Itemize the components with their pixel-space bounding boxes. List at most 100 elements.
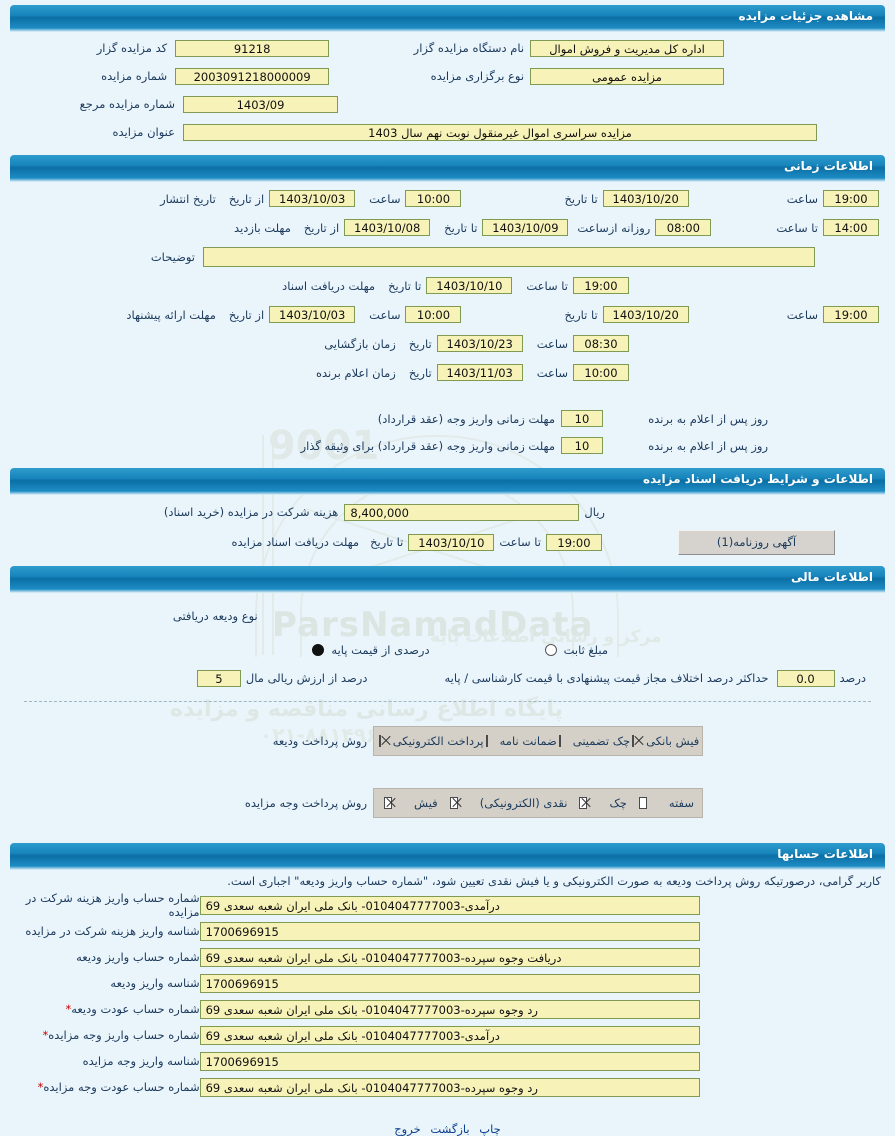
row-docs-receipt-deadline: آگهی روزنامه(1) 19:00 تا ساعت 1403/10/10…	[12, 527, 883, 557]
ref-number-value[interactable]: 1403/09	[183, 95, 338, 113]
details-rows: اداره کل مدیریت و فروش اموال نام دستگاه …	[0, 28, 895, 150]
offer-to-date-value[interactable]: 1403/10/20	[602, 306, 689, 323]
account-value-4[interactable]: رد وجوه سپرده-0104047777003- بانک ملی ای…	[199, 999, 701, 1019]
auction-option-2-checkbox[interactable]	[449, 797, 458, 809]
accounts-notice: کاربر گرامی، درصورتیکه روش پرداخت ودیعه …	[227, 874, 881, 888]
radio-fixed-amount[interactable]	[544, 644, 557, 656]
auction-title-value[interactable]: مزایده سراسری اموال غیرمنقول نوبت نهم سا…	[183, 123, 817, 141]
account-label-3: شناسه واریز ودیعه	[110, 976, 200, 990]
auction-number-value[interactable]: 2003091218000009	[175, 67, 330, 85]
radio-percent-of-base-label: درصدی از قیمت پایه	[331, 643, 430, 657]
auction-option-2-label: نقدی (الکترونیکی)	[479, 796, 568, 810]
section-header-details: مشاهده جزئیات مزایده	[10, 5, 885, 32]
auction-option-1-checkbox[interactable]	[384, 797, 393, 809]
account-value-2[interactable]: دریافت وجوه سپرده-0104047777003- بانک مل…	[199, 947, 701, 967]
account-value-0[interactable]: درآمدی-0104047777003- بانک ملی ایران شعب…	[199, 895, 701, 915]
docs-receipt-time-label: تا ساعت	[499, 535, 541, 549]
exit-link[interactable]: خروج	[394, 1122, 421, 1136]
offer-from-date-value[interactable]: 1403/10/03	[269, 306, 356, 323]
publish-to-time-value[interactable]: 19:00	[823, 190, 879, 207]
publish-from-time-value[interactable]: 10:00	[405, 190, 462, 207]
docs-deadline-date-value[interactable]: 1403/10/10	[426, 277, 513, 294]
radio-percent-of-base[interactable]	[312, 644, 325, 656]
required-star-icon: *	[37, 1080, 44, 1094]
deposit-option-2-label: ضمانت نامه	[499, 734, 557, 748]
holding-type-label: نوع برگزاری مزایده	[430, 69, 525, 83]
auction-option-4-label: سفته	[668, 796, 694, 810]
offer-from-time-value[interactable]: 10:00	[405, 306, 462, 323]
section-header-timing: اطلاعات زمانی	[10, 155, 885, 182]
deposit-payment-options-box: فیش بانکی چک تضمینی ضمانت نامه پرداخت ال…	[373, 726, 703, 756]
publish-to-date-value[interactable]: 1403/10/20	[602, 190, 689, 207]
account-value-7[interactable]: رد وجوه سپرده-0104047777003- بانک ملی ای…	[199, 1077, 701, 1097]
publish-from-date-label: از تاریخ	[228, 191, 265, 206]
auction-option-3-checkbox[interactable]	[579, 797, 588, 809]
docs-deadline-time-value[interactable]: 19:00	[573, 277, 629, 294]
account-value-5[interactable]: درآمدی-0104047777003- بانک ملی ایران شعب…	[199, 1025, 701, 1045]
visit-daily-from-value[interactable]: 08:00	[655, 219, 712, 236]
deposit-percent-value[interactable]: 5	[196, 669, 241, 687]
deposit-option-4-checkbox[interactable]	[632, 735, 635, 747]
row-number-holding: مزایده عمومی نوع برگزاری مزایده 20030912…	[12, 62, 883, 90]
deposit-option-1-checkbox[interactable]	[378, 735, 381, 747]
holding-type-value[interactable]: مزایده عمومی	[530, 67, 724, 85]
row-offer-deadline: 19:00 ساعت 1403/10/20 تا تاریخ 10:00 ساع…	[12, 300, 883, 329]
row-auction-payment-method: سفته چک نقدی (الکترونیکی) فیش روش پرداخت…	[12, 772, 883, 834]
ref-number-label: شماره مزایده مرجع	[79, 97, 175, 111]
percent-suffix-label: درصد از ارزش ریالی مال	[245, 671, 368, 685]
winner-announce-label: زمان اعلام برنده	[315, 365, 396, 380]
docs-receipt-date-label: تا تاریخ	[370, 535, 404, 549]
account-label-0: شماره حساب واریز هزینه شرکت در مزایده	[25, 891, 200, 919]
payment-days-value[interactable]: 10	[561, 410, 603, 427]
account-label-7-text: شماره حساب عودت وجه مزایده	[43, 1080, 200, 1094]
section-header-docs: اطلاعات و شرایط دریافت اسناد مزایده	[10, 468, 885, 495]
visit-daily-to-label: تا ساعت	[776, 220, 818, 235]
participation-fee-value[interactable]: 8,400,000	[344, 503, 580, 521]
offer-to-date-label: تا تاریخ	[564, 307, 598, 322]
description-value[interactable]	[203, 246, 815, 267]
account-value-6[interactable]: 1700696915	[199, 1051, 701, 1071]
auction-details-page: مشاهده جزئیات مزایده اداره کل مدیریت و ف…	[0, 5, 895, 1136]
opening-date-value[interactable]: 1403/10/23	[436, 335, 523, 352]
back-link[interactable]: بازگشت	[430, 1122, 470, 1136]
account-label-2: شماره حساب واریز ودیعه	[76, 950, 200, 964]
docs-deadline-label: مهلت دریافت اسناد	[282, 278, 376, 293]
opening-time-label: ساعت	[536, 336, 568, 351]
docs-receipt-time-value[interactable]: 19:00	[546, 533, 602, 551]
max-diff-percent-value[interactable]: 0.0	[776, 669, 835, 687]
auction-option-1-label: فیش	[414, 796, 438, 810]
visit-to-date-label: تا تاریخ	[444, 220, 478, 235]
deposit-type-label: نوع ودیعه دریافتی	[172, 609, 258, 623]
deposit-option-1-label: پرداخت الکترونیکی	[392, 734, 484, 748]
auction-title-label: عنوان مزایده	[112, 125, 175, 139]
deposit-option-3-checkbox[interactable]	[558, 735, 561, 747]
payment-days-vasighe-label: مهلت زمانی واریز وجه (عقد قرارداد) برای …	[300, 438, 555, 453]
auction-code-value[interactable]: 91218	[175, 39, 330, 57]
description-label: توضیحات	[150, 249, 195, 264]
auction-option-4-checkbox[interactable]	[638, 797, 647, 809]
visit-from-date-value[interactable]: 1403/10/08	[344, 219, 431, 236]
docs-receipt-date-value[interactable]: 1403/10/10	[408, 533, 495, 551]
row-visit-deadline: 14:00 تا ساعت 08:00 روزانه ازساعت 1403/1…	[12, 213, 883, 242]
row-title: مزایده سراسری اموال غیرمنقول نوبت نهم سا…	[12, 118, 883, 146]
winner-date-value[interactable]: 1403/11/03	[436, 364, 523, 381]
print-link[interactable]: چاپ	[479, 1122, 501, 1136]
visit-daily-to-value[interactable]: 14:00	[823, 219, 879, 236]
org-name-value[interactable]: اداره کل مدیریت و فروش اموال	[530, 39, 724, 57]
account-label-7: شماره حساب عودت وجه مزایده*	[12, 1080, 200, 1094]
auction-payment-options-box: سفته چک نقدی (الکترونیکی) فیش	[373, 788, 703, 818]
account-value-1[interactable]: 1700696915	[199, 921, 701, 941]
publish-from-date-value[interactable]: 1403/10/03	[269, 190, 356, 207]
opening-time-value[interactable]: 08:30	[573, 335, 629, 352]
account-label-4-text: شماره حساب عودت ودیعه	[71, 1002, 200, 1016]
offer-to-time-value[interactable]: 19:00	[823, 306, 879, 323]
visit-deadline-label: مهلت بازدید	[234, 220, 291, 235]
winner-time-value[interactable]: 10:00	[573, 364, 629, 381]
payment-days-vasighe-value[interactable]: 10	[561, 437, 603, 454]
account-label-1: شناسه واریز هزینه شرکت در مزایده	[25, 924, 200, 938]
visit-to-date-value[interactable]: 1403/10/09	[482, 219, 569, 236]
winner-date-label: تاریخ	[408, 365, 432, 380]
account-value-3[interactable]: 1700696915	[199, 973, 701, 993]
deposit-option-2-checkbox[interactable]	[485, 735, 488, 747]
newspaper-ad-button[interactable]: آگهی روزنامه(1)	[678, 529, 835, 555]
